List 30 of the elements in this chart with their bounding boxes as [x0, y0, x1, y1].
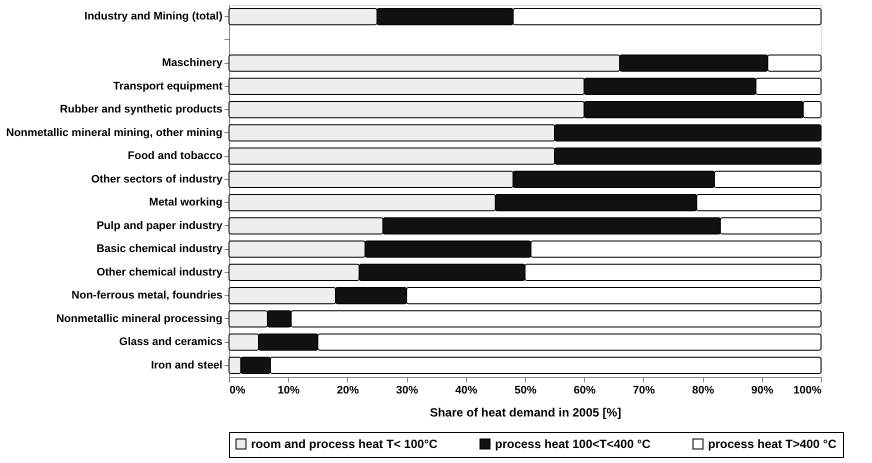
x-tick-label: 90%	[751, 384, 774, 396]
y-tick-label: Pulp and paper industry	[96, 220, 224, 232]
legend-label: process heat 100<T<400 °C	[495, 437, 651, 451]
x-tick-label: 20%	[336, 384, 360, 396]
y-tick-label: Non-ferrous metal, foundries	[72, 290, 222, 302]
x-tick-label: 60%	[574, 384, 596, 396]
x-tick-label: 100%	[793, 384, 822, 396]
legend-label: room and process heat T< 100°C	[251, 437, 438, 451]
y-tick-label: Nonmetallic mineral mining, other mining	[6, 126, 222, 139]
y-tick-label: Glass and ceramics	[119, 336, 222, 348]
x-tick-label: 50%	[514, 384, 537, 396]
y-tick-label: Iron and steel	[150, 359, 222, 372]
x-tick-label: 0%	[230, 384, 246, 396]
y-tick-label: Food and tobacco	[128, 150, 223, 162]
x-tick-label: 30%	[396, 384, 418, 396]
x-tick-label: 10%	[278, 384, 300, 396]
x-tick-label: 40%	[455, 384, 478, 396]
x-tick-label: 80%	[692, 384, 714, 396]
y-tick-label: Metal working	[149, 196, 222, 209]
y-tick-label: Basic chemical industry	[96, 243, 224, 256]
y-tick-label: Other sectors of industry	[91, 173, 224, 186]
y-tick-label: Other chemical industry	[96, 266, 224, 278]
y-tick-label: Nonmetallic mineral processing	[56, 312, 222, 325]
x-tick-label: 70%	[632, 384, 656, 396]
x-axis-title: Share of heat demand in 2005 [%]	[430, 406, 622, 420]
y-tick-label: Industry and Mining (total)	[84, 10, 223, 23]
legend-label: process heat T>400 °C	[708, 437, 837, 451]
y-tick-label: Transport equipment	[113, 80, 223, 92]
y-tick-label: Rubber and synthetic products	[60, 104, 222, 116]
y-tick-label: Maschinery	[162, 57, 224, 70]
